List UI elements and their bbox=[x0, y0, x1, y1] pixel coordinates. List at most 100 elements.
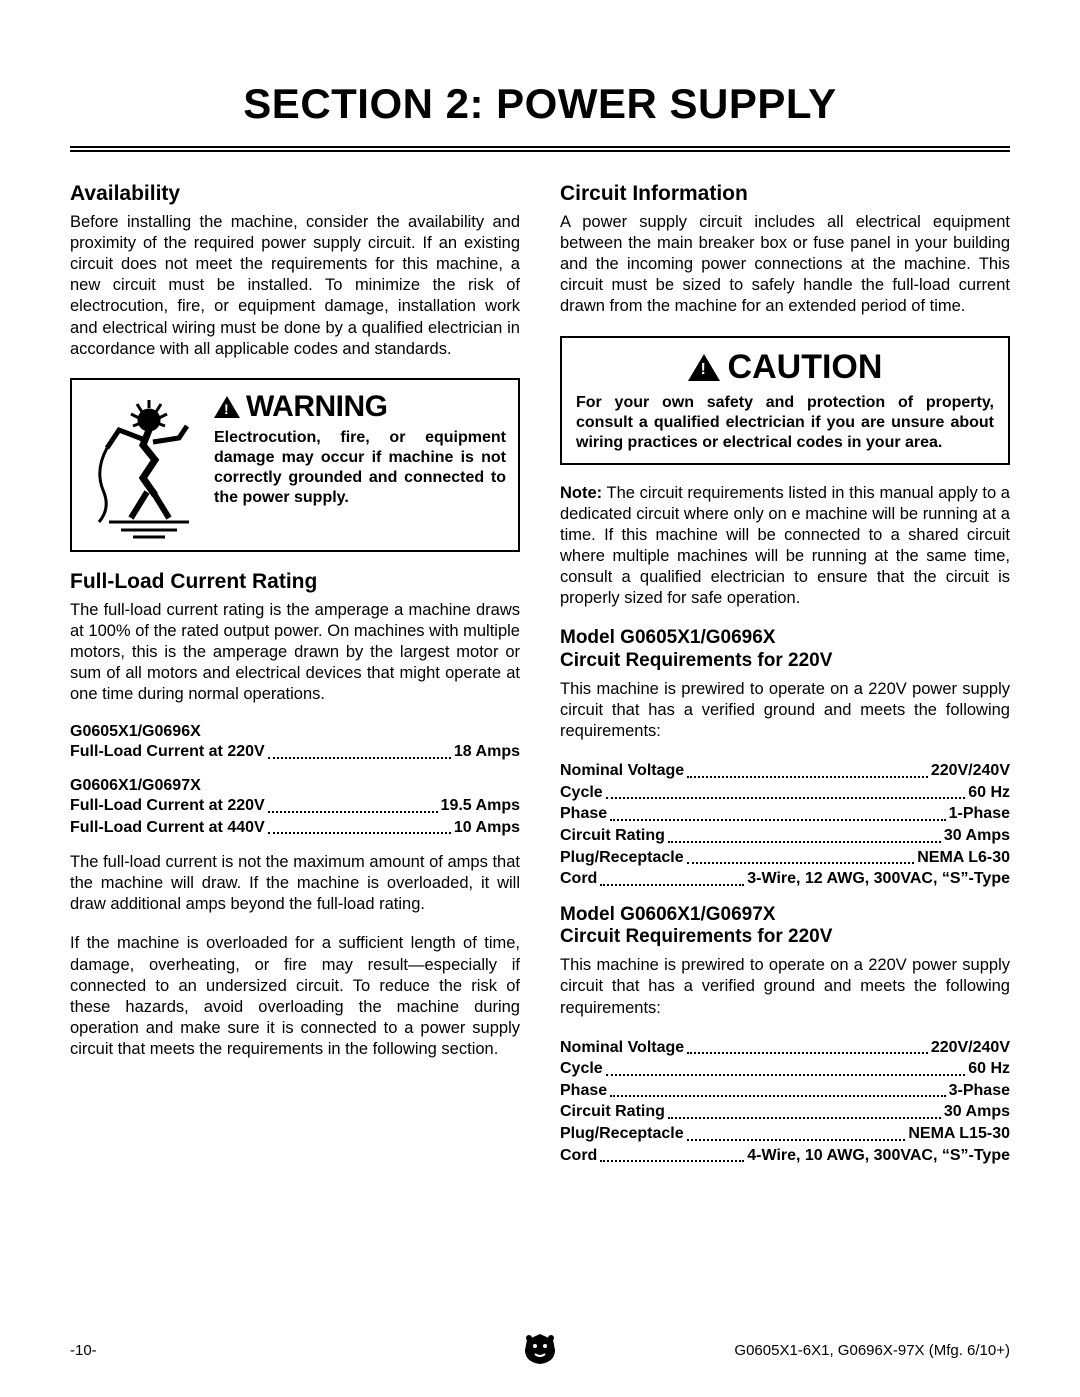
spec-label: Phase bbox=[560, 803, 607, 825]
caution-body: For your own safety and protection of pr… bbox=[576, 393, 994, 453]
req-b-text: This machine is prewired to operate on a… bbox=[560, 955, 1010, 1018]
electrocution-icon bbox=[84, 390, 204, 540]
full-load-text2: The full-load current is not the maximum… bbox=[70, 852, 520, 915]
page-number: -10- bbox=[70, 1342, 97, 1359]
spec-dots bbox=[600, 1145, 744, 1163]
page-footer: -10- G0605X1-6X1, G0696X-97X (Mfg. 6/10+… bbox=[70, 1342, 1010, 1359]
spec-dots bbox=[668, 825, 941, 843]
spec-row: Cord 4-Wire, 10 AWG, 300VAC, “S”-Type bbox=[560, 1145, 1010, 1167]
spec-row: Circuit Rating 30 Amps bbox=[560, 1101, 1010, 1123]
spec-label: Plug/Receptacle bbox=[560, 847, 684, 869]
spec-dots bbox=[600, 868, 744, 886]
model-b-header: G0606X1/G0697X bbox=[70, 777, 520, 795]
spec-label: Cord bbox=[560, 868, 597, 890]
spec-label: Nominal Voltage bbox=[560, 1037, 684, 1059]
left-column: Availability Before installing the machi… bbox=[70, 182, 520, 1180]
spec-row: Phase 3-Phase bbox=[560, 1080, 1010, 1102]
spec-label: Cycle bbox=[560, 782, 603, 804]
title-rule bbox=[70, 146, 1010, 152]
req-b-heading-l2: Circuit Requirements for 220V bbox=[560, 926, 832, 947]
spec-label: Full-Load Current at 220V bbox=[70, 795, 265, 817]
req-a-heading: Model G0605X1/G0696X Circuit Requirement… bbox=[560, 627, 1010, 673]
full-load-heading: Full-Load Current Rating bbox=[70, 570, 520, 594]
circuit-info-heading: Circuit Information bbox=[560, 182, 1010, 206]
warning-title: WARNING bbox=[246, 390, 388, 424]
model-a-header: G0605X1/G0696X bbox=[70, 723, 520, 741]
warning-header: WARNING bbox=[214, 390, 506, 424]
caution-title: CAUTION bbox=[728, 348, 883, 387]
spec-value: NEMA L6-30 bbox=[917, 847, 1010, 869]
req-a-spec-list: Nominal Voltage220V/240VCycle 60 Hz Phase 1… bbox=[560, 760, 1010, 890]
req-b-heading-l1: Model G0606X1/G0697X bbox=[560, 904, 775, 925]
spec-label: Cord bbox=[560, 1145, 597, 1167]
spec-value: 30 Amps bbox=[944, 1101, 1010, 1123]
spec-row: Plug/Receptacle NEMA L6-30 bbox=[560, 847, 1010, 869]
spec-value: 3-Wire, 12 AWG, 300VAC, “S”-Type bbox=[747, 868, 1010, 890]
spec-dots bbox=[606, 782, 966, 800]
full-load-text: The full-load current rating is the ampe… bbox=[70, 600, 520, 706]
spec-row: Full-Load Current at 220V 18 Amps bbox=[70, 741, 520, 763]
footer-model-info: G0605X1-6X1, G0696X-97X (Mfg. 6/10+) bbox=[734, 1342, 1010, 1359]
circuit-info-text: A power supply circuit includes all elec… bbox=[560, 212, 1010, 318]
req-a-heading-l2: Circuit Requirements for 220V bbox=[560, 650, 832, 671]
spec-value: 60 Hz bbox=[968, 782, 1010, 804]
spec-label: Circuit Rating bbox=[560, 825, 665, 847]
spec-label: Full-Load Current at 220V bbox=[70, 741, 265, 763]
spec-row: Cord 3-Wire, 12 AWG, 300VAC, “S”-Type bbox=[560, 868, 1010, 890]
note-body: The circuit requirements listed in this … bbox=[560, 484, 1010, 608]
note-text: Note: The circuit requirements listed in… bbox=[560, 483, 1010, 610]
req-b-heading: Model G0606X1/G0697X Circuit Requirement… bbox=[560, 904, 1010, 950]
warning-body: Electrocution, fire, or equipment damage… bbox=[214, 428, 506, 508]
spec-value: NEMA L15-30 bbox=[908, 1123, 1010, 1145]
spec-label: Full-Load Current at 440V bbox=[70, 817, 265, 839]
caution-box: CAUTION For your own safety and protecti… bbox=[560, 336, 1010, 465]
spec-row: Cycle60 Hz bbox=[560, 1058, 1010, 1080]
spec-row: Full-Load Current at 440V 10 Amps bbox=[70, 817, 520, 839]
req-a-heading-l1: Model G0605X1/G0696X bbox=[560, 627, 775, 648]
spec-value: 4-Wire, 10 AWG, 300VAC, “S”-Type bbox=[747, 1145, 1010, 1167]
spec-value: 10 Amps bbox=[454, 817, 520, 839]
spec-row: Cycle 60 Hz bbox=[560, 782, 1010, 804]
right-column: Circuit Information A power supply circu… bbox=[560, 182, 1010, 1180]
spec-dots bbox=[268, 817, 451, 835]
spec-row: Nominal Voltage 220V/240V bbox=[560, 1037, 1010, 1059]
spec-value: 1-Phase bbox=[949, 803, 1010, 825]
spec-row: Full-Load Current at 220V19.5 Amps bbox=[70, 795, 520, 817]
spec-dots bbox=[668, 1101, 941, 1119]
model-a-spec-list: Full-Load Current at 220V 18 Amps bbox=[70, 741, 520, 763]
spec-value: 18 Amps bbox=[454, 741, 520, 763]
full-load-text3: If the machine is overloaded for a suffi… bbox=[70, 933, 520, 1060]
caution-triangle-icon bbox=[688, 354, 720, 381]
spec-dots bbox=[268, 795, 438, 813]
spec-label: Circuit Rating bbox=[560, 1101, 665, 1123]
spec-dots bbox=[610, 803, 945, 821]
spec-value: 60 Hz bbox=[968, 1058, 1010, 1080]
note-lead: Note: bbox=[560, 484, 602, 502]
spec-dots bbox=[687, 1123, 906, 1141]
spec-row: Circuit Rating30 Amps bbox=[560, 825, 1010, 847]
availability-heading: Availability bbox=[70, 182, 520, 206]
spec-value: 220V/240V bbox=[931, 1037, 1010, 1059]
model-b-spec-list: Full-Load Current at 220V19.5 AmpsFull-L… bbox=[70, 795, 520, 838]
spec-row: Plug/Receptacle NEMA L15-30 bbox=[560, 1123, 1010, 1145]
spec-label: Nominal Voltage bbox=[560, 760, 684, 782]
spec-dots bbox=[610, 1080, 945, 1098]
spec-row: Phase 1-Phase bbox=[560, 803, 1010, 825]
spec-dots bbox=[687, 1037, 928, 1055]
spec-dots bbox=[268, 741, 451, 759]
warning-box: WARNING Electrocution, fire, or equipmen… bbox=[70, 378, 520, 552]
spec-dots bbox=[687, 847, 915, 865]
req-b-spec-list: Nominal Voltage 220V/240VCycle60 HzPhase 3… bbox=[560, 1037, 1010, 1167]
spec-row: Nominal Voltage220V/240V bbox=[560, 760, 1010, 782]
spec-value: 3-Phase bbox=[949, 1080, 1010, 1102]
warning-triangle-icon bbox=[214, 396, 240, 418]
spec-dots bbox=[687, 760, 928, 778]
two-column-layout: Availability Before installing the machi… bbox=[70, 182, 1010, 1180]
caution-header: CAUTION bbox=[576, 348, 994, 387]
section-title: SECTION 2: POWER SUPPLY bbox=[70, 80, 1010, 128]
footer-logo-icon bbox=[521, 1332, 559, 1370]
spec-label: Plug/Receptacle bbox=[560, 1123, 684, 1145]
spec-dots bbox=[606, 1058, 966, 1076]
spec-label: Phase bbox=[560, 1080, 607, 1102]
availability-text: Before installing the machine, consider … bbox=[70, 212, 520, 360]
